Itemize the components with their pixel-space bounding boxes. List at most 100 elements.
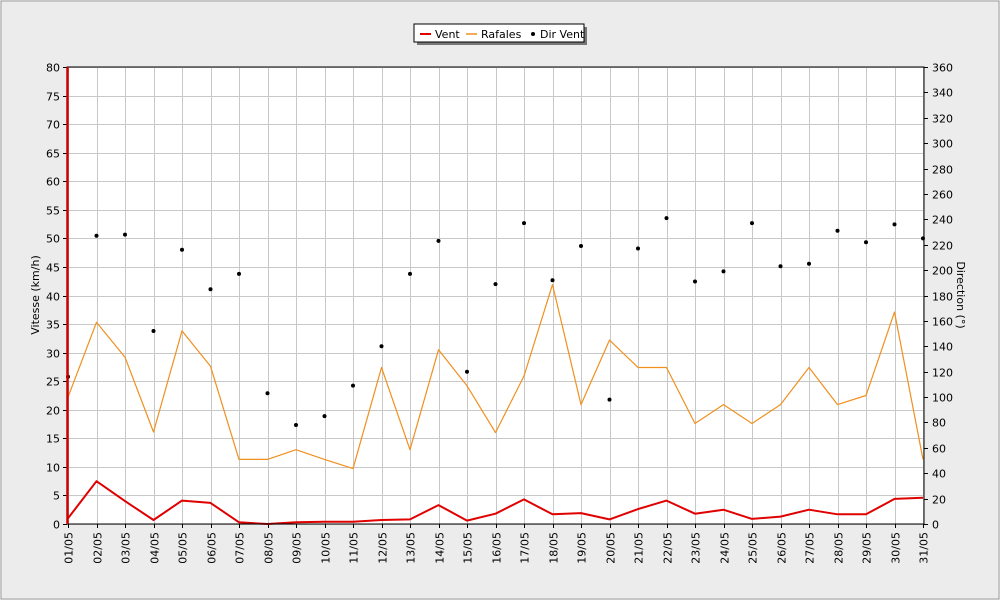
data-point: [379, 344, 384, 349]
y-tick-label: 50: [46, 233, 60, 246]
x-tick-label: 18/05: [548, 532, 561, 564]
data-point: [351, 383, 355, 388]
x-tick-label: 27/05: [804, 532, 817, 564]
y2-tick-label: 20: [932, 494, 946, 507]
y2-tick-label: 180: [932, 291, 953, 304]
x-tick-label: 17/05: [519, 532, 532, 564]
y-tick-label: 25: [46, 376, 60, 389]
y-tick-label: 0: [53, 519, 60, 532]
data-point: [579, 244, 583, 248]
data-point: [322, 414, 327, 419]
y-tick-label: 70: [46, 119, 60, 132]
data-point: [522, 221, 526, 226]
y2-axis-title: Direction (°): [954, 261, 967, 328]
y-tick-label: 65: [46, 148, 60, 161]
x-tick-label: 12/05: [377, 532, 390, 564]
y-tick-label: 45: [46, 262, 60, 275]
data-point: [237, 271, 241, 276]
data-point: [664, 216, 669, 221]
series-rafales: [67, 284, 924, 470]
y2-tick-label: 240: [932, 214, 953, 227]
data-point: [208, 287, 213, 292]
data-point: [892, 222, 897, 227]
series-line: [67, 284, 924, 470]
y-axis-title: Vitesse (km/h): [29, 255, 42, 335]
x-tick-label: 25/05: [747, 532, 760, 564]
y-tick-label: 55: [46, 205, 60, 218]
x-tick-label: 02/05: [92, 532, 105, 564]
y2-tick-label: 340: [932, 87, 953, 100]
y-tick-label: 60: [46, 176, 60, 189]
y-tick-label: 10: [46, 462, 60, 475]
y-tick-label: 35: [46, 319, 60, 332]
y2-tick-label: 360: [932, 62, 953, 75]
x-tick-label: 30/05: [890, 532, 903, 564]
data-point: [436, 238, 441, 243]
y2-tick-label: 220: [932, 240, 953, 253]
data-point: [265, 391, 270, 396]
legend-vent: Vent: [435, 28, 460, 41]
data-point: [864, 240, 868, 245]
data-point: [294, 423, 298, 427]
legend: Vent Rafales Dir Vent: [413, 23, 587, 45]
data-point: [151, 329, 156, 333]
x-tick-label: 21/05: [633, 532, 646, 564]
data-point: [180, 247, 184, 252]
y2-tick-label: 160: [932, 316, 953, 329]
x-tick-label: 23/05: [690, 532, 703, 564]
data-point: [607, 397, 612, 402]
data-point: [721, 269, 726, 274]
y-tick-label: 80: [46, 62, 60, 75]
data-point: [750, 221, 754, 226]
y2-tick-label: 100: [932, 392, 953, 405]
y-tick-label: 40: [46, 291, 60, 304]
y2-tick-label: 0: [932, 519, 939, 532]
x-tick-label: 13/05: [405, 532, 418, 564]
x-tick-label: 10/05: [320, 532, 333, 564]
y2-tick-label: 40: [932, 468, 946, 481]
x-tick-label: 04/05: [149, 532, 162, 564]
x-tick-label: 28/05: [833, 532, 846, 564]
y2-tick-label: 140: [932, 341, 953, 354]
x-tick-label: 01/05: [63, 532, 76, 564]
data-point: [807, 261, 811, 266]
plot-area: [67, 67, 924, 524]
y-tick-label: 5: [53, 490, 60, 503]
x-tick-label: 22/05: [662, 532, 675, 564]
x-tick-label: 08/05: [263, 532, 276, 564]
x-tick-label: 09/05: [291, 532, 304, 564]
y-tick-label: 20: [46, 405, 60, 418]
x-tick-label: 31/05: [918, 532, 931, 564]
data-point: [693, 279, 697, 284]
data-point: [636, 246, 640, 251]
x-tick-label: 07/05: [234, 532, 247, 564]
x-tick-label: 06/05: [206, 532, 219, 564]
series-line: [67, 480, 924, 525]
legend-dir-vent: Dir Vent: [540, 28, 585, 41]
x-tick-label: 20/05: [605, 532, 618, 564]
series-dir-vent: [66, 216, 925, 427]
x-tick-label: 26/05: [776, 532, 789, 564]
x-tick-label: 03/05: [120, 532, 133, 564]
data-point: [123, 232, 127, 237]
x-tick-label: 05/05: [177, 532, 190, 564]
y2-tick-label: 120: [932, 367, 953, 380]
x-tick-label: 15/05: [462, 532, 475, 564]
x-tick-label: 11/05: [348, 532, 361, 564]
x-tick-label: 16/05: [491, 532, 504, 564]
x-tick-label: 24/05: [719, 532, 732, 564]
y2-tick-label: 80: [932, 417, 946, 430]
data-point: [94, 233, 99, 238]
data-point: [550, 278, 555, 283]
y-tick-label: 75: [46, 91, 60, 104]
data-point: [465, 369, 469, 374]
y-tick-label: 30: [46, 348, 60, 361]
y2-tick-label: 200: [932, 265, 953, 278]
data-point: [493, 282, 498, 287]
legend-rafales: Rafales: [481, 28, 522, 41]
data-point: [835, 228, 840, 233]
y-tick-label: 15: [46, 433, 60, 446]
y2-tick-label: 300: [932, 138, 953, 151]
y2-tick-label: 320: [932, 113, 953, 126]
